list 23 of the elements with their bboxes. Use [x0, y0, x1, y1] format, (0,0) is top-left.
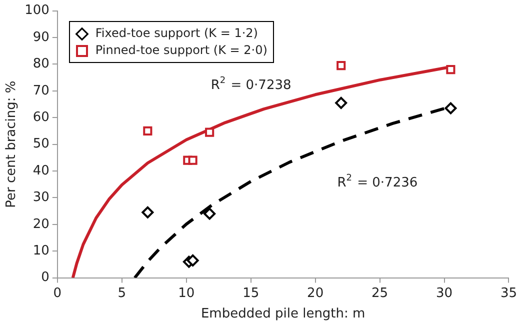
x-tick-label: 10 — [178, 286, 195, 301]
x-tick-label: 5 — [118, 286, 126, 301]
y-tick-label: 100 — [24, 3, 50, 18]
x-tick-label: 35 — [500, 286, 517, 301]
x-tick-label: 0 — [53, 286, 62, 301]
y-axis-title: Per cent bracing: % — [4, 80, 20, 208]
y-tick-label: 50 — [32, 136, 50, 152]
x-tick-label: 20 — [307, 286, 324, 301]
y-tick-label: 40 — [32, 163, 50, 178]
y-tick-label: 90 — [32, 30, 50, 45]
x-tick-label: 30 — [436, 286, 453, 301]
y-tick-label: 10 — [32, 243, 50, 258]
y-tick-label: 0 — [41, 270, 50, 286]
x-axis-title: Embedded pile length: m — [200, 306, 366, 322]
legend-label: Pinned-toe support (K = 2·0) — [95, 42, 268, 57]
legend-label: Fixed-toe support (K = 1·2) — [95, 26, 258, 40]
y-tick-label: 80 — [32, 56, 50, 72]
y-tick-label: 30 — [32, 190, 50, 206]
y-tick-label: 70 — [32, 83, 50, 98]
x-tick-label: 15 — [242, 286, 260, 301]
y-tick-label: 20 — [32, 216, 50, 232]
x-tick-label: 25 — [372, 286, 388, 301]
y-tick-label: 60 — [32, 110, 50, 125]
